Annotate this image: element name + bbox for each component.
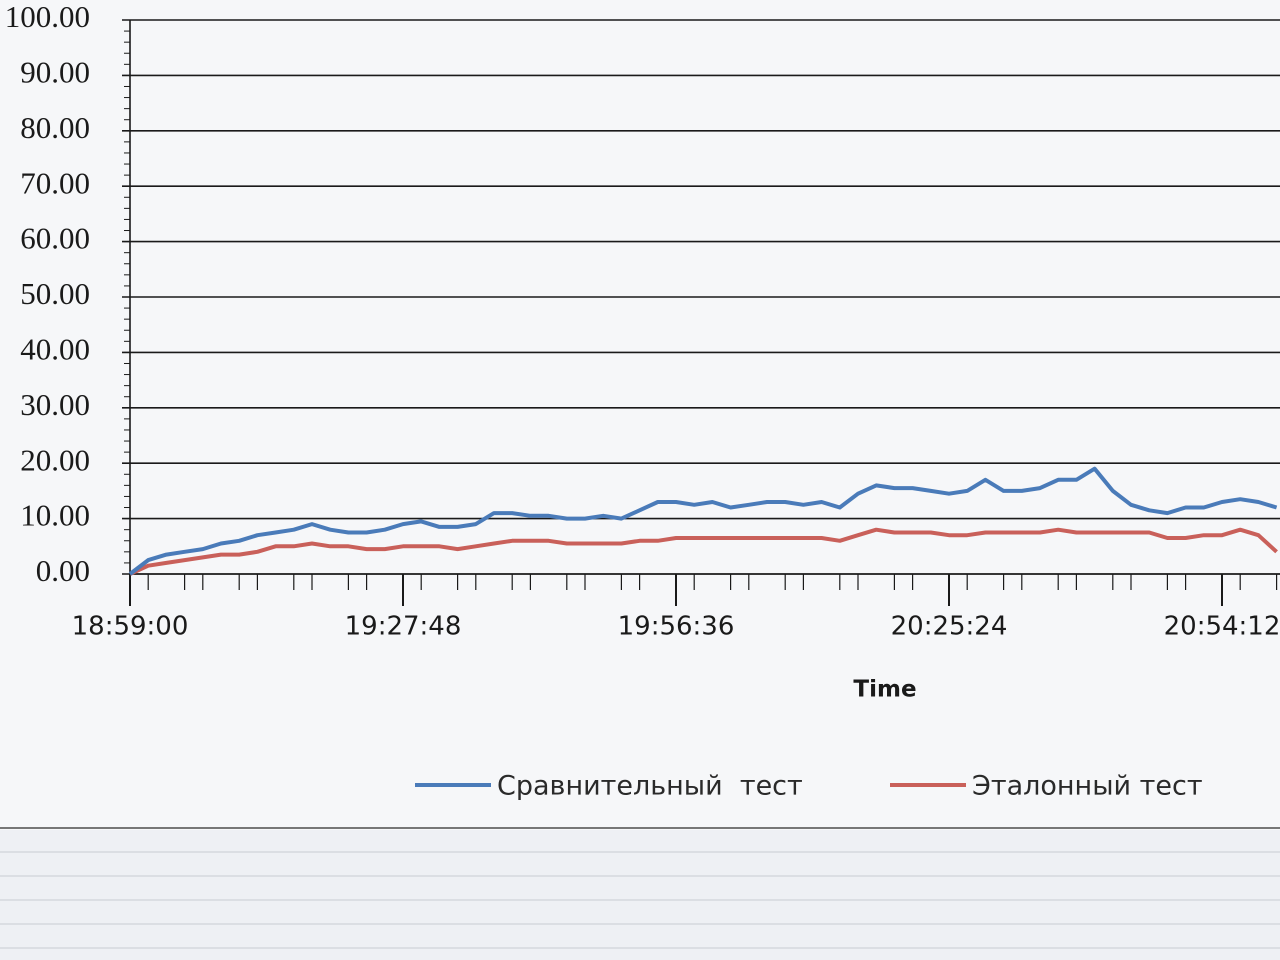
y-tick-label: 50.00	[20, 276, 90, 311]
y-tick-label: 70.00	[20, 165, 90, 200]
x-tick-label: 20:54:12	[1164, 612, 1280, 642]
x-tick-label: 20:25:24	[891, 612, 1008, 642]
y-tick-label: 80.00	[20, 110, 90, 145]
y-tick-label: 60.00	[20, 221, 90, 256]
y-tick-label: 10.00	[20, 498, 90, 533]
y-tick-label: 90.00	[20, 55, 90, 90]
y-tick-label: 40.00	[20, 332, 90, 367]
x-axis-title: Time	[853, 677, 916, 703]
series-line	[128, 466, 1278, 576]
y-tick-label: 30.00	[20, 387, 90, 422]
chart-area	[0, 0, 1280, 830]
x-tick-label: 19:56:36	[618, 612, 735, 642]
series-line	[129, 527, 1278, 576]
sheet-cells	[0, 827, 1280, 949]
y-tick-label: 20.00	[20, 442, 90, 477]
y-tick-label: 0.00	[36, 553, 90, 588]
legend-label: Сравнительный тест	[497, 771, 803, 802]
x-tick-label: 19:27:48	[345, 612, 462, 642]
x-tick-label: 18:59:00	[72, 612, 189, 642]
y-tick-label: 100.00	[5, 0, 90, 34]
legend-label: Эталонный тест	[972, 771, 1203, 802]
